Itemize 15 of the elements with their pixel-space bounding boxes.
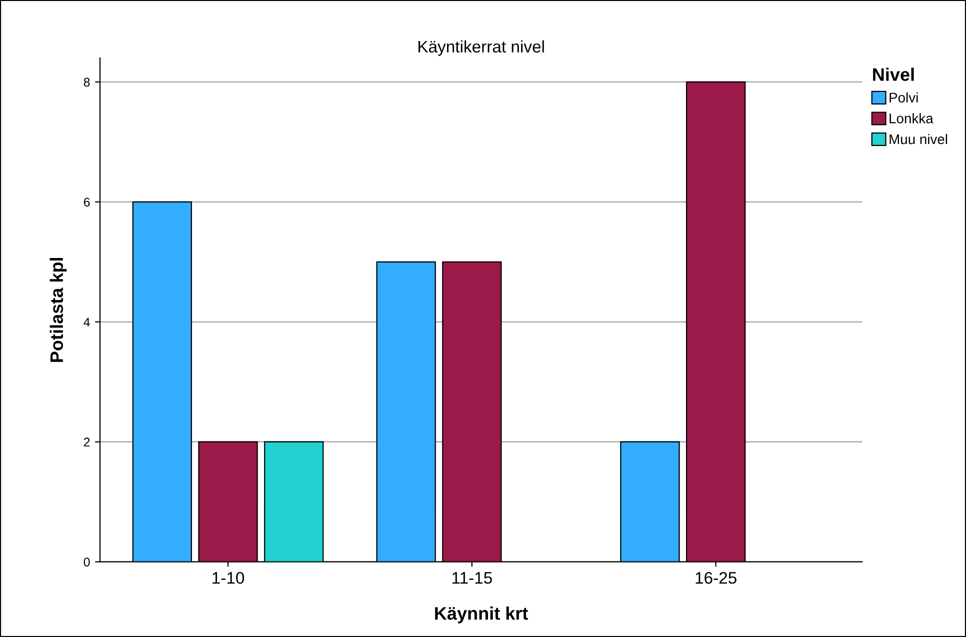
x-axis-title: Käynnit krt [435,606,528,624]
y-tick-label: 2 [84,438,90,446]
y-tick-label: 4 [84,318,90,326]
x-tick-label: 1-10 [212,572,244,584]
chart-title: Käyntikerrat nivel [418,40,544,56]
y-tick-label: 0 [84,558,90,566]
y-tick-label: 6 [84,198,90,207]
x-tick-label: 11-15 [452,572,492,584]
legend-label: Muu nivel [890,134,948,144]
legend-label: Lonkka [890,113,934,124]
legend-label: Polvi [890,92,918,103]
y-tick-label: 8 [84,78,90,87]
x-tick-label: 16-25 [696,572,736,584]
y-axis-title: Potilasta kpl [50,258,67,362]
legend-title: Nivel [873,68,914,81]
